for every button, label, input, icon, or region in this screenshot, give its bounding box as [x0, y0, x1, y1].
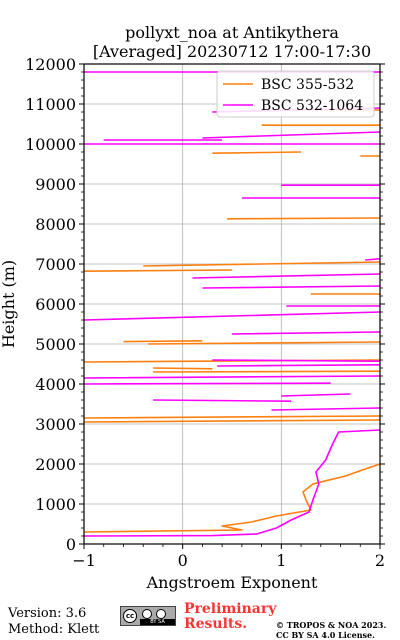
legend-label: BSC 532-1064 — [261, 98, 363, 114]
method-label: Method: Klett — [8, 622, 100, 637]
y-tick-label: 8000 — [35, 215, 76, 234]
cc-circle-icon: cc — [123, 609, 137, 623]
cc-by-sa-icon: cc BY SA — [120, 606, 176, 626]
legend-box — [216, 70, 375, 118]
version-label: Version: 3.6 — [8, 606, 87, 621]
y-axis-label: Height (m) — [0, 260, 18, 348]
copyright-note: © TROPOS & NOA 2023. CC BY SA 4.0 Licens… — [276, 620, 387, 640]
y-tick-label: 6000 — [35, 295, 76, 314]
y-tick-label: 1000 — [35, 495, 76, 514]
y-tick-label: 5000 — [35, 335, 76, 354]
chart-subtitle: [Averaged] 20230712 17:00-17:30 — [93, 42, 371, 61]
y-tick-label: 3000 — [35, 415, 76, 434]
y-tick-label: 10000 — [25, 135, 76, 154]
x-axis-label: Angstroem Exponent — [146, 573, 318, 592]
y-tick-label: 2000 — [35, 455, 76, 474]
series-line-2 — [84, 71, 380, 537]
x-tick-label: 0 — [178, 551, 188, 570]
x-tick-label: −1 — [72, 551, 96, 570]
y-tick-label: 4000 — [35, 375, 76, 394]
sa-share-icon — [156, 609, 166, 619]
preliminary-note: Preliminary Results. — [184, 601, 277, 632]
chart-title: pollyxt_noa at Antikythera — [125, 23, 339, 42]
cc-labels: BY SA — [140, 619, 175, 625]
y-tick-label: 7000 — [35, 255, 76, 274]
x-tick-label: 1 — [276, 551, 286, 570]
series-line-1 — [84, 109, 380, 533]
legend-label: BSC 355-532 — [261, 77, 354, 93]
y-tick-label: 0 — [66, 535, 76, 554]
series-group — [84, 71, 380, 537]
y-tick-label: 12000 — [25, 55, 76, 74]
y-tick-label: 9000 — [35, 175, 76, 194]
by-person-icon — [142, 609, 152, 619]
x-tick-label: 2 — [375, 551, 385, 570]
y-tick-label: 11000 — [25, 95, 76, 114]
